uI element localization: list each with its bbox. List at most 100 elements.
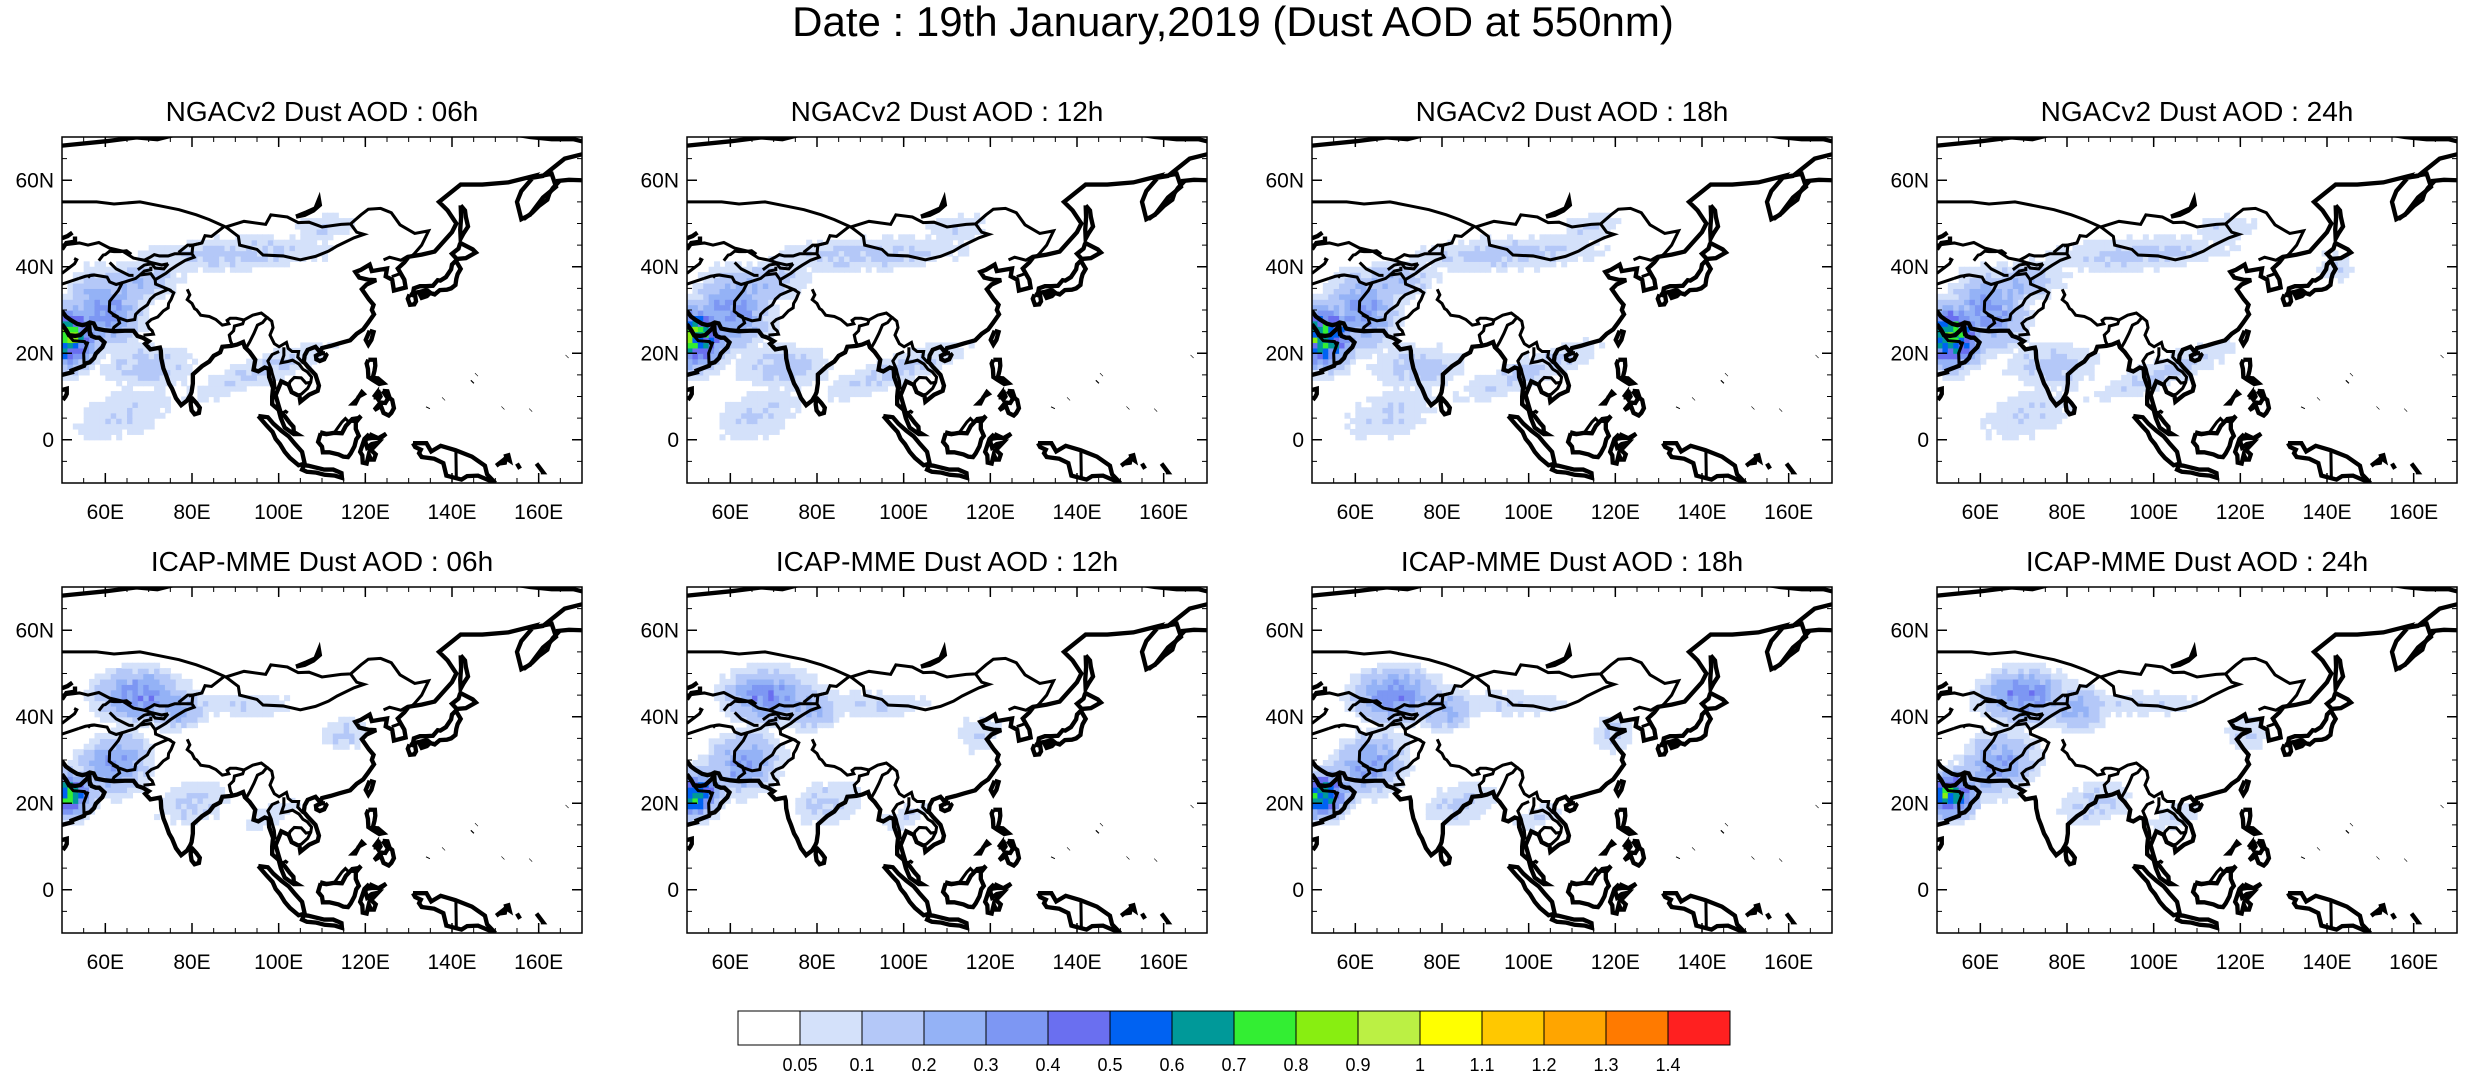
lat-tick-label: 20N xyxy=(15,792,54,815)
lon-tick-label: 100E xyxy=(254,501,303,524)
lat-tick-label: 20N xyxy=(1890,342,1929,365)
lat-tick-label: 40N xyxy=(1890,256,1929,279)
colorbar-box xyxy=(737,1010,801,1046)
lat-tick-label: 40N xyxy=(1265,256,1304,279)
lat-tick-label: 60N xyxy=(1890,169,1929,192)
colorbar-label: 0.5 xyxy=(1097,1055,1122,1071)
colorbar-box xyxy=(1419,1010,1483,1046)
panel-title: NGACv2 Dust AOD : 12h xyxy=(791,96,1104,127)
lon-tick-label: 60E xyxy=(1337,501,1374,524)
lat-tick-label: 20N xyxy=(1265,342,1304,365)
lat-tick-label: 0 xyxy=(42,879,54,902)
lat-tick-label: 60N xyxy=(640,619,679,642)
colorbar: 0.05 0.1 0.2 0.3 0.4 0.5 0.6 0.7 0.8 0.9 1 1.1 1.2 1.… xyxy=(737,1010,1731,1071)
aod-field xyxy=(62,662,366,831)
lon-tick-label: 60E xyxy=(1962,951,1999,974)
colorbar-label: 1.1 xyxy=(1469,1055,1494,1071)
colorbar-label: 0.05 xyxy=(782,1055,817,1071)
lon-tick-label: 80E xyxy=(1423,951,1460,974)
colorbar-label: 0.8 xyxy=(1283,1055,1308,1071)
lon-tick-label: 80E xyxy=(173,501,210,524)
lon-tick-label: 60E xyxy=(1337,951,1374,974)
lat-tick-label: 40N xyxy=(640,256,679,279)
lat-tick-label: 0 xyxy=(1917,429,1929,452)
aod-field xyxy=(687,662,1002,831)
lon-tick-label: 120E xyxy=(2216,501,2265,524)
aod-field xyxy=(1937,212,2355,441)
lon-tick-label: 60E xyxy=(87,951,124,974)
lon-tick-label: 160E xyxy=(1764,951,1813,974)
lat-tick-label: 0 xyxy=(42,429,54,452)
lon-tick-label: 160E xyxy=(1764,501,1813,524)
colorbar-label: 0.6 xyxy=(1159,1055,1184,1071)
lat-tick-label: 60N xyxy=(15,169,54,192)
map-panel-ngac-24: NGACv2 Dust AOD : 24h 60E 80E 100E 120E 140E 1… xyxy=(1890,96,2458,524)
lon-tick-label: 140E xyxy=(1052,501,1101,524)
lon-tick-label: 80E xyxy=(1423,501,1460,524)
lon-tick-label: 100E xyxy=(879,501,928,524)
colorbar-box xyxy=(1357,1010,1421,1046)
lon-tick-label: 60E xyxy=(712,951,749,974)
lon-tick-label: 160E xyxy=(514,951,563,974)
lon-tick-label: 80E xyxy=(2048,501,2085,524)
lat-tick-label: 60N xyxy=(1265,169,1304,192)
colorbar-label: 1.2 xyxy=(1531,1055,1556,1071)
lon-tick-label: 140E xyxy=(427,501,476,524)
panel-title: NGACv2 Dust AOD : 24h xyxy=(2041,96,2354,127)
lon-tick-label: 60E xyxy=(1962,501,1999,524)
colorbar-box xyxy=(1047,1010,1111,1046)
colorbar-label: 0.7 xyxy=(1221,1055,1246,1071)
colorbar-label: 0.9 xyxy=(1345,1055,1370,1071)
lon-tick-label: 120E xyxy=(1591,951,1640,974)
lon-tick-label: 100E xyxy=(1504,501,1553,524)
lon-tick-label: 140E xyxy=(2302,951,2351,974)
colorbar-box xyxy=(1295,1010,1359,1046)
panel-title: ICAP-MME Dust AOD : 12h xyxy=(776,546,1118,577)
colorbar-box xyxy=(1109,1010,1173,1046)
lon-tick-label: 80E xyxy=(798,951,835,974)
lat-tick-label: 40N xyxy=(15,256,54,279)
lon-tick-label: 160E xyxy=(2389,951,2438,974)
colorbar-box xyxy=(1481,1010,1545,1046)
colorbar-label: 1.4 xyxy=(1655,1055,1680,1071)
panel-title: ICAP-MME Dust AOD : 06h xyxy=(151,546,493,577)
lon-tick-label: 120E xyxy=(2216,951,2265,974)
colorbar-box xyxy=(1171,1010,1235,1046)
lat-tick-label: 20N xyxy=(1890,792,1929,815)
map-panel-icap-12: ICAP-MME Dust AOD : 12h 60E 80E 100E 120E 140… xyxy=(640,546,1208,974)
lat-tick-label: 0 xyxy=(667,879,679,902)
colorbar-label: 0.4 xyxy=(1035,1055,1060,1071)
lat-tick-label: 0 xyxy=(667,429,679,452)
map-panel-ngac-06: NGACv2 Dust AOD : 06h 60E 80E 100E 120E 140E 1… xyxy=(15,96,583,524)
lon-tick-label: 100E xyxy=(2129,951,2178,974)
lat-tick-label: 0 xyxy=(1292,429,1304,452)
lat-tick-label: 0 xyxy=(1292,879,1304,902)
map-panel-icap-06: ICAP-MME Dust AOD : 06h 60E 80E 100E 120E 140… xyxy=(15,546,583,974)
lat-tick-label: 40N xyxy=(15,706,54,729)
colorbar-box xyxy=(861,1010,925,1046)
lat-tick-label: 0 xyxy=(1917,879,1929,902)
lon-tick-label: 120E xyxy=(341,501,390,524)
lon-tick-label: 80E xyxy=(798,501,835,524)
lon-tick-label: 100E xyxy=(254,951,303,974)
lon-tick-label: 140E xyxy=(1677,951,1726,974)
lon-tick-label: 120E xyxy=(966,951,1015,974)
colorbar-box xyxy=(985,1010,1049,1046)
lon-tick-label: 80E xyxy=(2048,951,2085,974)
colorbar-label: 0.1 xyxy=(849,1055,874,1071)
lat-tick-label: 40N xyxy=(1265,706,1304,729)
panel-title: NGACv2 Dust AOD : 18h xyxy=(1416,96,1729,127)
lon-tick-label: 140E xyxy=(1677,501,1726,524)
colorbar-box xyxy=(1605,1010,1669,1046)
lon-tick-label: 60E xyxy=(87,501,124,524)
panel-title: ICAP-MME Dust AOD : 24h xyxy=(2026,546,2368,577)
lon-tick-label: 120E xyxy=(341,951,390,974)
lon-tick-label: 140E xyxy=(1052,951,1101,974)
lon-tick-label: 120E xyxy=(1591,501,1640,524)
lat-tick-label: 60N xyxy=(1265,619,1304,642)
lat-tick-label: 60N xyxy=(640,169,679,192)
colorbar-box xyxy=(1233,1010,1297,1046)
colorbar-box xyxy=(923,1010,987,1046)
lat-tick-label: 60N xyxy=(1890,619,1929,642)
